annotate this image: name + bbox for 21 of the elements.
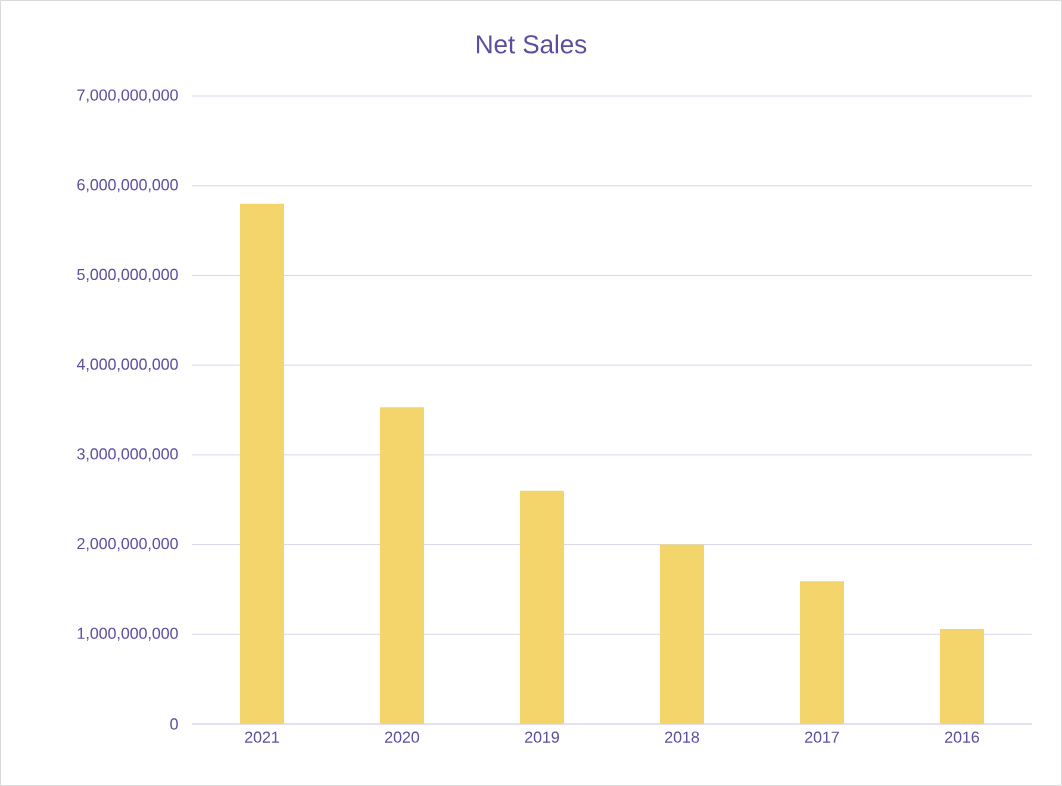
- y-tick-label: 5,000,000,000: [77, 268, 178, 282]
- y-tick-label: 1,000,000,000: [77, 627, 178, 641]
- bar: [520, 490, 565, 724]
- x-tick-label: 2018: [665, 731, 700, 743]
- bar: [660, 544, 705, 724]
- y-tick-label: 4,000,000,000: [76, 358, 178, 372]
- x-tick-label: 2016: [945, 731, 980, 743]
- y-tick-label: 0: [170, 718, 178, 730]
- bar: [240, 203, 285, 724]
- chart-title: Net Sales: [476, 34, 587, 54]
- bar: [940, 628, 985, 724]
- bar: [380, 407, 425, 724]
- bar: [800, 581, 845, 724]
- x-tick-label: 2019: [525, 731, 559, 743]
- y-tick-label: 3,000,000,000: [77, 448, 178, 462]
- x-tick-label: 2017: [805, 731, 839, 743]
- y-tick-label: 2,000,000,000: [77, 537, 178, 552]
- y-tick-label: 7,000,000,000: [77, 89, 178, 103]
- x-tick-label: 2020: [385, 731, 420, 743]
- x-tick-label: 2021: [245, 731, 279, 743]
- y-tick-label: 6,000,000,000: [77, 179, 178, 193]
